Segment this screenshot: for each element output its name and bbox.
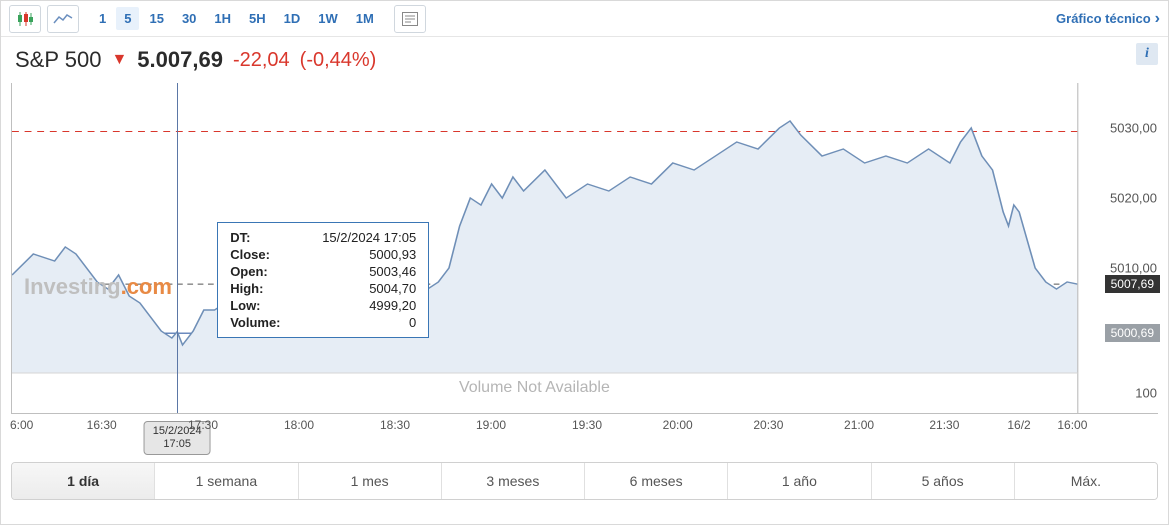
volume-tick-label: 100 [1132,386,1160,401]
interval-30[interactable]: 30 [174,7,204,30]
x-tick-label: 18:00 [284,418,314,432]
tooltip-value: 5000,93 [296,246,418,263]
interval-15[interactable]: 15 [141,7,171,30]
tooltip-key: High: [228,280,296,297]
chart-svg [12,83,1158,413]
chart-widget: 1515301H5H1D1W1M Gráfico técnico › S&P 5… [0,0,1169,525]
interval-group: 1515301H5H1D1W1M [91,7,382,30]
range-tabs: 1 día1 semana1 mes3 meses6 meses1 año5 a… [11,462,1158,500]
arrow-down-icon: ▼ [111,51,127,69]
range-tab[interactable]: 1 día [12,463,155,499]
y-tick-label: 5020,00 [1107,191,1160,206]
tooltip-key: Close: [228,246,296,263]
ohlc-tooltip: DT:15/2/2024 17:05Close:5000,93Open:5003… [217,222,429,338]
info-icon[interactable]: i [1136,43,1158,65]
price-chart[interactable]: Investing.com Volume Not Available 15/2/… [11,83,1158,414]
x-tick-label: 16:30 [87,418,117,432]
chevron-right-icon: › [1155,11,1160,27]
x-tick-label: 20:30 [753,418,783,432]
x-tick-label: 19:30 [572,418,602,432]
x-tick-label: 20:00 [663,418,693,432]
range-tab[interactable]: 6 meses [585,463,728,499]
toolbar: 1515301H5H1D1W1M Gráfico técnico › [1,1,1168,37]
last-price: 5.007,69 [137,47,223,73]
tooltip-key: Low: [228,297,296,314]
watermark-a: Investing [24,274,121,299]
interval-1[interactable]: 1 [91,7,114,30]
technical-chart-link[interactable]: Gráfico técnico › [1056,11,1160,27]
range-tab[interactable]: 5 años [872,463,1015,499]
range-tab[interactable]: Máx. [1015,463,1157,499]
interval-5[interactable]: 5 [116,7,139,30]
interval-1M[interactable]: 1M [348,7,382,30]
open-price-tag: 5000,69 [1105,324,1160,342]
tooltip-value: 4999,20 [296,297,418,314]
y-tick-label: 5010,00 [1107,261,1160,276]
tooltip-value: 15/2/2024 17:05 [296,229,418,246]
tooltip-value: 0 [296,314,418,331]
interval-1H[interactable]: 1H [206,7,239,30]
x-tick-label: 18:30 [380,418,410,432]
change-value: -22,04 [233,49,290,72]
volume-not-available: Volume Not Available [459,379,610,397]
tooltip-key: Volume: [228,314,296,331]
range-tab[interactable]: 1 año [728,463,871,499]
tooltip-key: Open: [228,263,296,280]
x-tick-label: 6:00 [10,418,33,432]
crosshair-vertical [177,83,178,413]
quote-header: S&P 500 ▼ 5.007,69 -22,04 (-0,44%) i [1,37,1168,77]
tooltip-key: DT: [228,229,296,246]
tooltip-value: 5004,70 [296,280,418,297]
candlestick-icon[interactable] [9,5,41,33]
line-chart-icon[interactable] [47,5,79,33]
news-icon[interactable] [394,5,426,33]
symbol-name: S&P 500 [15,47,101,73]
range-tab[interactable]: 3 meses [442,463,585,499]
range-tab[interactable]: 1 semana [155,463,298,499]
change-pct: (-0,44%) [300,49,377,72]
current-price-tag: 5007,69 [1105,275,1160,293]
technical-chart-label: Gráfico técnico [1056,11,1151,26]
interval-1W[interactable]: 1W [310,7,346,30]
watermark: Investing.com [24,274,172,300]
x-tick-label: 17:30 [188,418,218,432]
interval-5H[interactable]: 5H [241,7,274,30]
y-tick-label: 5030,00 [1107,121,1160,136]
x-tick-label: 21:30 [929,418,959,432]
x-tick-label: 21:00 [844,418,874,432]
range-tab[interactable]: 1 mes [299,463,442,499]
watermark-b: .com [121,274,172,299]
x-tick-label: 19:00 [476,418,506,432]
tooltip-value: 5003,46 [296,263,418,280]
x-tick-label: 16/2 [1007,418,1030,432]
x-axis: 6:00 16:30 17:30 18:00 18:30 19:00 19:30 20:00 2… [11,414,1158,462]
x-tick-label: 16:00 [1057,418,1087,432]
interval-1D[interactable]: 1D [276,7,309,30]
